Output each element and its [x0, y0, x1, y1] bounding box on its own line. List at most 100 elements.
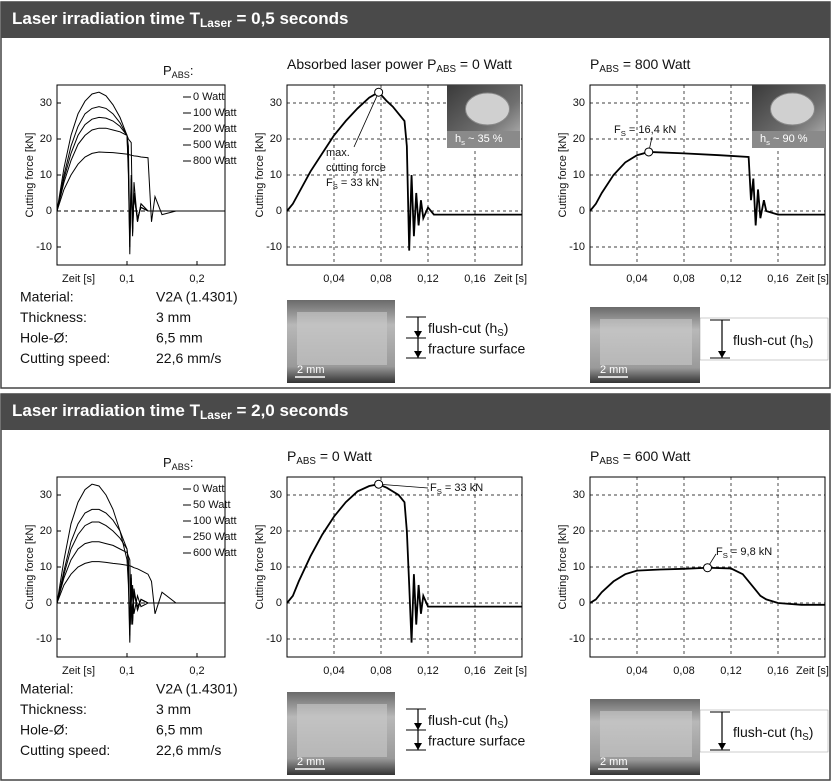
material-value: 22,6 mm/s [156, 742, 221, 758]
x-tick-label: 0,16 [767, 273, 788, 285]
annotation-sub: S [621, 129, 626, 138]
annotation-rest: = 33 kN [338, 177, 379, 189]
material-value: 3 mm [156, 309, 191, 325]
arrow-head [414, 351, 422, 358]
legend-entry: 500 Watt [193, 139, 237, 151]
inset-hole [465, 92, 510, 126]
legend-entry: 600 Watt [193, 547, 237, 559]
annotation: FS = 33 kN [430, 482, 483, 496]
micrograph-label: fracture surface [428, 733, 525, 749]
legend-entry: 200 Watt [193, 123, 237, 135]
y-tick-label: 30 [40, 97, 52, 109]
micrograph-label-main: flush-cut (h [733, 724, 802, 740]
micrograph-label-rest: ) [504, 320, 509, 336]
y-tick-label: 0 [276, 597, 282, 609]
label-box [699, 709, 829, 753]
chart-title-sub: ABS [599, 64, 619, 75]
chart-title-sub: ABS [296, 456, 316, 467]
series-line [286, 483, 522, 643]
arrow-head [414, 723, 422, 730]
annotation-leader [378, 483, 429, 489]
inset-label-main: h [455, 133, 461, 145]
material-value: 3 mm [156, 701, 191, 717]
panel-header-sub: Laser [200, 408, 232, 422]
material-value: 6,5 mm [156, 722, 203, 738]
annotation-main: F [614, 124, 621, 136]
panel-header-sub: Laser [200, 16, 232, 30]
x-tick-label: 0,04 [323, 665, 344, 677]
arrow-head [414, 331, 422, 338]
chart-title-sub: ABS [599, 456, 619, 467]
series-line [56, 541, 225, 625]
annotation-leader [353, 92, 380, 148]
material-key: Material: [20, 289, 74, 305]
arrow-head [414, 743, 422, 750]
micrograph-label-rest: ) [504, 712, 509, 728]
material-value: 22,6 mm/s [156, 350, 221, 366]
x-axis-label: Zeit [s] [796, 665, 829, 677]
y-axis-label: Cutting force [kN] [254, 525, 266, 610]
x-tick-label: 0,08 [673, 273, 694, 285]
y-axis-label: Cutting force [kN] [557, 525, 569, 610]
panel-header: Laser irradiation time TLaser = 2,0 seco… [12, 401, 348, 422]
inset-label: hs ~ 35 % [455, 133, 503, 147]
material-key: Thickness: [20, 701, 87, 717]
plot-frame [56, 84, 226, 266]
scale-label: 2 mm [600, 756, 628, 768]
inset-label-bg [447, 131, 520, 148]
inset-label-bg [752, 131, 825, 148]
y-axis-label: Cutting force [kN] [254, 133, 266, 218]
micrograph-specimen [297, 312, 387, 365]
inset-label-sub: s [766, 138, 770, 147]
y-tick-label: 30 [573, 97, 585, 109]
x-tick-label: 0,08 [370, 273, 391, 285]
y-tick-label: -10 [569, 633, 585, 645]
y-tick-label: -10 [266, 241, 282, 253]
micrograph-label-main: flush-cut (h [733, 332, 802, 348]
annotation-main: F [716, 546, 723, 558]
annotation-sub: S [723, 551, 728, 560]
series-line [56, 151, 225, 222]
peak-marker [374, 479, 384, 489]
chart-title-rest: = 800 Watt [619, 56, 691, 72]
y-tick-label: 30 [40, 489, 52, 501]
scale-label: 2 mm [297, 364, 325, 376]
y-tick-label: 30 [573, 489, 585, 501]
x-tick-label: 0,2 [189, 273, 204, 285]
x-tick-label: 0,12 [417, 665, 438, 677]
panel-header-rest: = 2,0 seconds [232, 401, 349, 420]
y-tick-label: 10 [573, 561, 585, 573]
peak-marker [703, 563, 712, 573]
material-key: Thickness: [20, 309, 87, 325]
plot-frame [56, 476, 226, 658]
y-tick-label: 0 [46, 597, 52, 609]
legend-title-main: P [163, 455, 172, 470]
legend-entry: 100 Watt [193, 107, 237, 119]
y-tick-label: -10 [266, 633, 282, 645]
y-tick-label: 20 [270, 133, 282, 145]
annotation: FS = 16,4 kN [614, 124, 676, 138]
inset-label-sub: s [461, 138, 465, 147]
series-line [56, 561, 225, 614]
annotation: max. [326, 147, 350, 159]
material-value: V2A (1.4301) [156, 681, 238, 697]
series-line [56, 127, 225, 230]
x-tick-label: 0,1 [119, 273, 134, 285]
y-tick-label: -10 [569, 241, 585, 253]
chart-title-main: P [590, 56, 599, 72]
micrograph-label-main: flush-cut (h [428, 320, 497, 336]
y-tick-label: 10 [573, 169, 585, 181]
x-tick-label: 0,16 [767, 665, 788, 677]
panel-header-bar [1, 394, 830, 430]
inset-label: hs ~ 90 % [760, 133, 808, 147]
y-tick-label: 0 [276, 205, 282, 217]
y-tick-label: 10 [270, 561, 282, 573]
x-axis-label: Zeit [s] [494, 273, 527, 285]
y-tick-label: -10 [36, 633, 52, 645]
peak-marker [644, 147, 654, 157]
chart-title-sub: ABS [436, 64, 456, 75]
material-key: Cutting speed: [20, 742, 110, 758]
y-tick-label: 0 [579, 597, 585, 609]
legend-title: PABS: [163, 455, 194, 472]
chart-title-main: P [590, 448, 599, 464]
